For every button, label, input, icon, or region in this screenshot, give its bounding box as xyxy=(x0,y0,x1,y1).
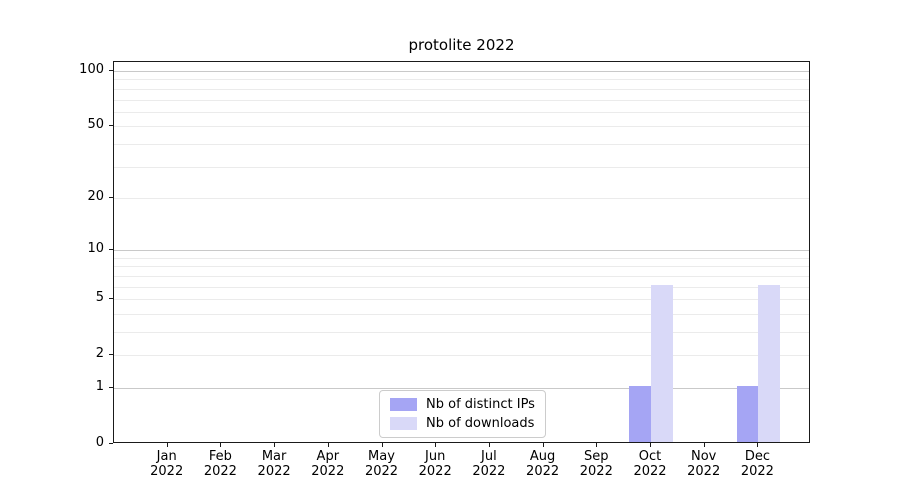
legend-item-downloads: Nb of downloads xyxy=(390,416,535,431)
gridline-minor xyxy=(114,299,809,301)
x-tick-year: 2022 xyxy=(526,464,560,479)
x-tick-mark xyxy=(703,443,705,447)
x-tick-year: 2022 xyxy=(418,464,452,479)
gridline-minor xyxy=(114,99,809,101)
x-tick-year: 2022 xyxy=(311,464,345,479)
x-tick-mark xyxy=(274,443,276,447)
bar-distinct-ips-oct xyxy=(629,386,651,442)
y-tick-mark xyxy=(109,443,113,444)
x-tick-month: Dec xyxy=(744,449,770,464)
x-tick-mark xyxy=(166,443,168,447)
y-tick-mark xyxy=(109,249,113,251)
chart-title: protolite 2022 xyxy=(408,36,515,54)
x-tick-month: Jul xyxy=(481,449,497,464)
legend: Nb of distinct IPs Nb of downloads xyxy=(379,390,546,438)
gridline-minor xyxy=(114,111,809,113)
x-tick-mark xyxy=(327,443,329,447)
gridline-minor xyxy=(114,88,809,90)
x-tick-label-apr: Apr 2022 xyxy=(296,449,360,479)
x-tick-year: 2022 xyxy=(687,464,721,479)
x-tick-year: 2022 xyxy=(257,464,291,479)
y-tick-label: 1 xyxy=(95,379,104,394)
x-tick-label-jul: Jul 2022 xyxy=(457,449,521,479)
y-tick-mark xyxy=(109,70,113,71)
x-tick-mark xyxy=(650,443,651,447)
x-tick-month: Oct xyxy=(638,449,662,464)
y-tick-label: 5 xyxy=(95,290,104,306)
x-tick-year: 2022 xyxy=(579,464,613,479)
x-tick-mark xyxy=(542,443,544,447)
gridline-minor xyxy=(114,313,809,315)
gridline-minor xyxy=(114,166,809,168)
x-tick-label-jun: Jun 2022 xyxy=(403,449,467,479)
y-tick-mark xyxy=(109,298,113,300)
x-tick-month: Nov xyxy=(691,449,717,464)
legend-label-downloads: Nb of downloads xyxy=(426,416,535,431)
x-tick-label-aug: Aug 2022 xyxy=(511,449,575,479)
y-tick-label: 20 xyxy=(87,188,104,204)
gridline-minor xyxy=(114,275,809,277)
x-tick-label-oct: Oct 2022 xyxy=(618,449,682,479)
x-tick-label-may: May 2022 xyxy=(350,449,414,479)
gridline-major xyxy=(114,388,809,389)
bar-downloads-dec xyxy=(758,284,780,442)
x-tick-mark xyxy=(220,443,222,447)
gridline-minor xyxy=(114,355,809,357)
x-tick-month: Aug xyxy=(529,449,556,464)
y-tick-label: 50 xyxy=(87,117,104,133)
x-tick-year: 2022 xyxy=(203,464,237,479)
gridline-major xyxy=(114,250,809,252)
x-tick-label-nov: Nov 2022 xyxy=(672,449,736,479)
gridline-minor xyxy=(114,143,809,145)
gridline-minor xyxy=(114,197,809,199)
x-tick-mark xyxy=(435,443,437,447)
y-tick-mark xyxy=(109,387,113,388)
gridline-minor xyxy=(114,332,809,333)
plot-area: Nb of distinct IPs Nb of downloads xyxy=(113,61,810,443)
x-tick-label-feb: Feb 2022 xyxy=(188,449,252,479)
x-tick-mark xyxy=(757,443,759,447)
x-tick-year: 2022 xyxy=(364,464,399,479)
gridline-minor xyxy=(114,266,809,268)
x-tick-label-mar: Mar 2022 xyxy=(242,449,306,479)
legend-swatch-downloads xyxy=(390,417,417,430)
gridline-minor xyxy=(114,257,809,259)
y-tick-label: 2 xyxy=(95,346,104,362)
y-tick-mark xyxy=(109,196,113,198)
x-tick-month: Feb xyxy=(208,449,232,464)
gridline-major xyxy=(114,71,809,72)
gridline-minor xyxy=(114,286,809,288)
x-tick-year: 2022 xyxy=(150,464,184,479)
x-tick-month: Jan xyxy=(156,449,177,464)
x-tick-month: Apr xyxy=(316,449,340,464)
bar-distinct-ips-dec xyxy=(736,386,759,442)
x-tick-year: 2022 xyxy=(633,464,667,479)
y-tick-mark xyxy=(109,354,113,356)
x-tick-mark xyxy=(596,443,598,447)
bar-downloads-oct xyxy=(651,284,673,442)
gridline-minor xyxy=(114,126,809,128)
legend-item-distinct-ips: Nb of distinct IPs xyxy=(390,397,535,412)
x-tick-month: Sep xyxy=(584,449,609,464)
y-tick-label: 10 xyxy=(87,241,104,257)
y-tick-label: 100 xyxy=(79,62,104,77)
y-tick-label: 0 xyxy=(95,435,104,450)
legend-swatch-distinct-ips xyxy=(390,398,417,411)
x-tick-label-sep: Sep 2022 xyxy=(564,449,628,479)
x-tick-year: 2022 xyxy=(740,464,774,479)
x-tick-month: Jun xyxy=(425,449,446,464)
y-tick-mark xyxy=(109,125,113,127)
x-tick-mark xyxy=(381,443,383,447)
x-tick-month: May xyxy=(368,449,395,464)
x-tick-mark xyxy=(488,443,490,447)
x-tick-label-dec: Dec 2022 xyxy=(725,449,789,479)
x-tick-month: Mar xyxy=(261,449,287,464)
legend-label-distinct-ips: Nb of distinct IPs xyxy=(426,397,535,412)
gridline-minor xyxy=(114,79,809,81)
x-tick-year: 2022 xyxy=(472,464,506,479)
x-tick-label-jan: Jan 2022 xyxy=(135,449,199,479)
